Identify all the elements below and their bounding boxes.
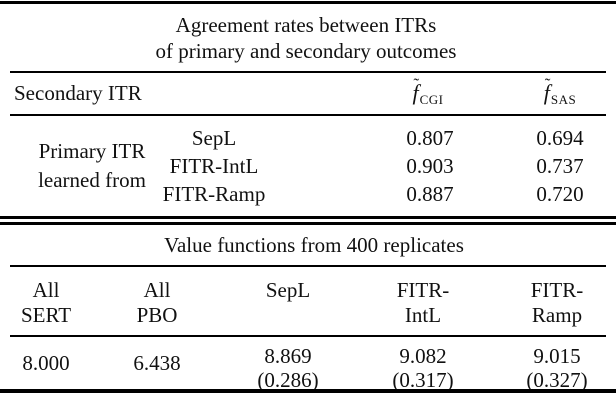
table1-fcgi-value: 0.807 xyxy=(406,126,454,150)
cgi-subscript: CGI xyxy=(419,92,444,107)
table1-method-sepl: SepL xyxy=(191,126,237,150)
table1-header-fsas: ˜ fSAS xyxy=(543,75,577,114)
table2-value-sepl: 8.869 (0.286) xyxy=(257,344,318,392)
table2-value-all-sert: 8.000 xyxy=(22,351,70,375)
table2-header-line: IntL xyxy=(404,303,442,327)
table2-se: (0.286) xyxy=(257,368,319,392)
table2-value: 8.869 xyxy=(264,344,312,368)
table2-value: 9.082 xyxy=(399,344,447,368)
f-tilde-sas-symbol: ˜ fSAS xyxy=(543,75,577,114)
f-tilde-cgi-symbol: ˜ fCGI xyxy=(412,75,444,114)
table1-fcgi-value: 0.903 xyxy=(406,154,454,178)
f-base: f xyxy=(543,80,550,105)
table2-se: (0.327) xyxy=(526,368,588,392)
table1-method-fitr-intl: FITR-IntL xyxy=(169,154,259,178)
f-base: f xyxy=(412,80,419,105)
table2-header-fitr-ramp: FITR- Ramp xyxy=(531,278,584,328)
tilde-accent: ˜ xyxy=(544,75,551,94)
table1-title: Agreement rates between ITRs of primary … xyxy=(156,12,457,64)
table2-value: 9.015 xyxy=(533,344,581,368)
double-rule-upper xyxy=(0,216,616,219)
table1-fsas-value: 0.720 xyxy=(536,182,584,206)
table2-header-rule xyxy=(10,335,606,337)
double-rule-lower xyxy=(0,222,616,225)
table2-se: (0.317) xyxy=(392,368,454,392)
table2-value-all-pbo: 6.438 xyxy=(133,351,181,375)
tilde-accent: ˜ xyxy=(413,75,420,94)
table2-header-sepl: SepL xyxy=(266,278,310,303)
table1-fsas-value: 0.694 xyxy=(536,126,584,150)
table2-header-line: All xyxy=(32,278,60,302)
table2-header-line: All xyxy=(143,278,171,302)
table2-title: Value functions from 400 replicates xyxy=(164,233,464,257)
table2-header-all-sert: All SERT xyxy=(21,278,71,328)
table2-title-rule xyxy=(10,265,606,267)
table1-row-label-line1: Primary ITR xyxy=(38,139,146,163)
table1-title-line1: Agreement rates between ITRs xyxy=(175,13,437,37)
table1-fcgi-value: 0.887 xyxy=(406,182,454,206)
table1-row-label-line2: learned from xyxy=(38,168,146,192)
table1-method-fitr-ramp: FITR-Ramp xyxy=(162,182,266,206)
table1-header-fcgi: ˜ fCGI xyxy=(412,75,444,114)
table2-header-line: PBO xyxy=(136,303,178,327)
table1-fsas-column: 0.694 0.737 0.720 xyxy=(536,124,583,208)
table1-title-line2: of primary and secondary outcomes xyxy=(155,39,457,63)
top-rule xyxy=(0,1,616,4)
table1-header-rule xyxy=(10,114,606,116)
table1-fsas-value: 0.737 xyxy=(536,154,584,178)
table1-title-rule xyxy=(10,71,606,73)
table1-header-secondary-itr: Secondary ITR xyxy=(14,81,142,105)
table2-header-line: SepL xyxy=(265,278,311,302)
table2-header-fitr-intl: FITR- IntL xyxy=(397,278,450,328)
table2-header-line: Ramp xyxy=(531,303,583,327)
table2-header-all-pbo: All PBO xyxy=(137,278,178,328)
table2-header-line: FITR- xyxy=(530,278,584,302)
table2-value-fitr-ramp: 9.015 (0.327) xyxy=(526,344,587,392)
table1-method-column: SepL FITR-IntL FITR-Ramp xyxy=(163,124,266,208)
table1-row-label: Primary ITR learned from xyxy=(38,137,146,195)
table2-value-fitr-intl: 9.082 (0.317) xyxy=(392,344,453,392)
table2-header-line: SERT xyxy=(20,303,72,327)
bottom-rule xyxy=(0,389,616,393)
table1-fcgi-column: 0.807 0.903 0.887 xyxy=(406,124,453,208)
table2-header-line: FITR- xyxy=(396,278,450,302)
sas-subscript: SAS xyxy=(550,92,577,107)
